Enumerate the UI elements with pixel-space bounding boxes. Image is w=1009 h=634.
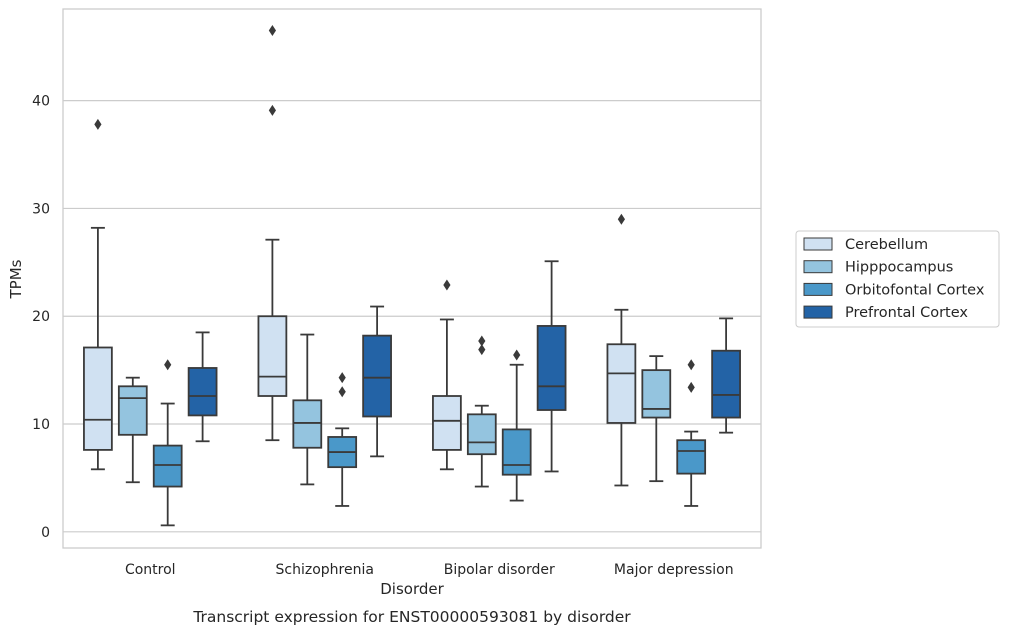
box [606, 343, 637, 424]
box-group [117, 376, 148, 484]
outlier-point [478, 335, 486, 347]
box-group [711, 317, 741, 434]
legend-swatch [803, 260, 833, 274]
series-cerebellum [83, 25, 637, 487]
x-tick-label: Control [125, 562, 176, 578]
y-tick-label: 10 [32, 417, 50, 433]
x-tick-label: Bipolar disorder [444, 562, 555, 578]
x-tick-labels: Control Schizophrenia Bipolar disorder Majo… [125, 562, 734, 578]
box-group [327, 372, 358, 507]
box [152, 444, 183, 488]
box-group [676, 359, 707, 507]
outlier-point [338, 386, 346, 398]
box-group [292, 333, 323, 486]
outlier-point [617, 213, 625, 225]
box [83, 346, 113, 451]
legend-swatch [803, 282, 833, 296]
outlier-point [164, 359, 172, 371]
box-group [257, 25, 288, 442]
x-tick-label: Schizophrenia [276, 562, 374, 578]
outlier-point [478, 344, 486, 356]
y-tick-labels: 0 10 20 30 40 [32, 94, 50, 541]
legend-label: Hipppocampus [845, 260, 953, 276]
y-gridlines [63, 100, 761, 533]
outlier-point [268, 25, 276, 37]
outlier-point [687, 359, 695, 371]
legend-item: Prefrontal Cortex [803, 305, 968, 321]
series-hipppocampus [117, 333, 672, 488]
outlier-point [687, 381, 695, 393]
box-group [83, 118, 113, 471]
box [676, 439, 707, 475]
box [536, 325, 567, 411]
x-tick-label: Major depression [614, 562, 734, 578]
box [292, 399, 323, 449]
y-tick-label: 30 [32, 201, 50, 217]
outlier-point [513, 349, 521, 361]
box [117, 385, 148, 436]
legend-label: Prefrontal Cortex [845, 305, 968, 321]
legend-swatch [803, 305, 833, 319]
legend-label: Cerebellum [845, 237, 928, 253]
legend-label: Orbitofontal Cortex [845, 282, 985, 298]
outlier-point [94, 118, 102, 130]
box [432, 395, 462, 451]
box [362, 334, 392, 418]
series-orbitofontal-cortex [152, 349, 707, 527]
outlier-point [443, 279, 451, 291]
box-group [501, 349, 532, 502]
legend-frame [795, 230, 1000, 328]
outlier-point [268, 104, 276, 116]
box-group [641, 355, 672, 483]
box [501, 428, 532, 476]
box-group [362, 305, 392, 458]
legend-item: Hipppocampus [803, 260, 953, 276]
y-tick-label: 40 [32, 94, 50, 110]
box [257, 315, 288, 397]
plot-frame [62, 8, 762, 549]
y-tick-label: 0 [41, 525, 50, 541]
box [466, 413, 497, 456]
series-prefrontal-cortex [187, 260, 741, 473]
box-group [536, 260, 567, 473]
box-group [606, 213, 637, 487]
y-axis-title: TPMs [7, 259, 25, 299]
legend-swatch [803, 237, 833, 251]
outlier-point [338, 372, 346, 384]
y-tick-label: 20 [32, 309, 50, 325]
box-group [187, 331, 218, 443]
box [187, 367, 218, 417]
legend: Cerebellum Hipppocampus Orbitofontal Corte… [795, 230, 1000, 328]
legend-item: Cerebellum [803, 237, 928, 253]
legend-item: Orbitofontal Cortex [803, 282, 985, 298]
box [711, 349, 741, 419]
box-group [432, 279, 462, 471]
box [641, 369, 672, 419]
chart-caption: Transcript expression for ENST0000059308… [192, 608, 631, 626]
x-axis-title: Disorder [380, 580, 444, 598]
box-group [152, 359, 183, 527]
box-group [466, 335, 497, 488]
box-series-layer [83, 25, 741, 527]
